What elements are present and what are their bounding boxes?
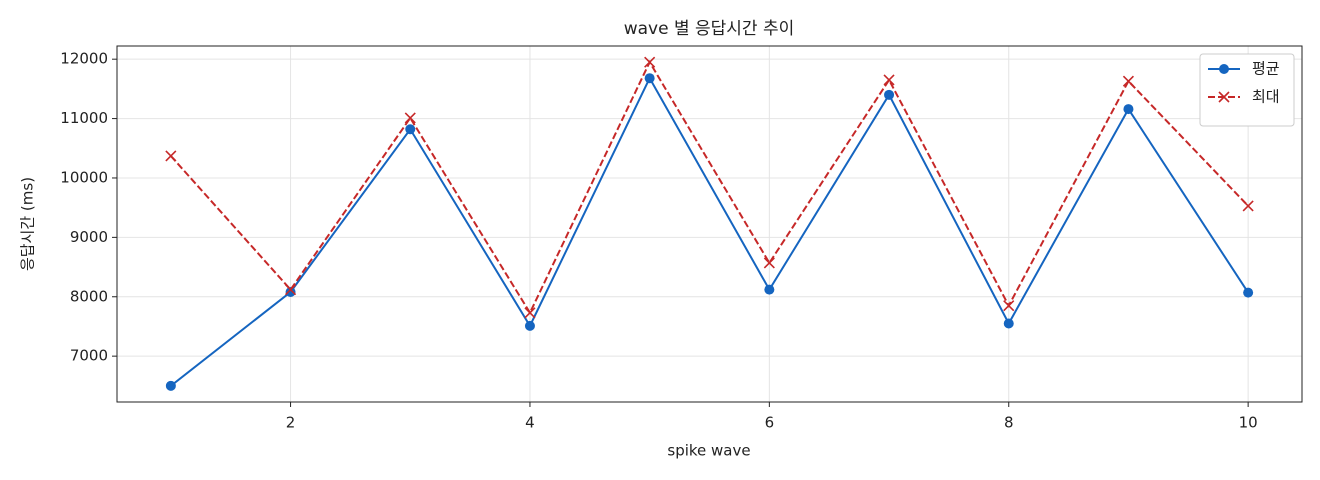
plot-frame	[116, 45, 1303, 403]
data-point	[1122, 75, 1135, 87]
x-tick-label: 6	[765, 414, 775, 432]
data-point	[284, 284, 297, 296]
legend-marker	[1219, 64, 1229, 74]
data-point	[1003, 300, 1015, 312]
legend-marker	[1218, 91, 1230, 103]
y-tick-label: 8000	[70, 287, 108, 305]
data-point	[524, 307, 536, 319]
data-point	[884, 89, 895, 100]
x-tick-label: 4	[525, 414, 535, 432]
data-point	[764, 284, 775, 295]
series-line	[170, 76, 1249, 387]
legend-box	[1199, 53, 1295, 127]
y-tick-label: 12000	[60, 50, 108, 68]
data-point	[644, 73, 655, 84]
data-point	[1003, 318, 1014, 329]
legend-label: 최대	[1252, 88, 1280, 106]
series-line	[170, 60, 1249, 315]
x-tick-label: 2	[286, 414, 296, 432]
y-tick-label: 10000	[60, 168, 108, 186]
data-point	[1243, 287, 1254, 298]
data-point	[165, 150, 177, 162]
y-axis-label: 응답시간 (ms)	[19, 177, 37, 271]
data-point	[405, 124, 416, 135]
data-point	[524, 320, 535, 331]
legend-label: 평균	[1252, 60, 1280, 78]
x-axis-label: spike wave	[667, 442, 750, 460]
x-tick-label: 8	[1004, 414, 1014, 432]
data-point	[1123, 104, 1134, 115]
data-point	[644, 56, 656, 68]
data-point	[404, 112, 416, 124]
data-point	[1242, 200, 1254, 212]
data-point	[285, 287, 296, 298]
y-tick-label: 11000	[60, 109, 108, 127]
chart-title: wave 별 응답시간 추이	[624, 19, 795, 39]
y-tick-label: 7000	[70, 347, 108, 365]
y-tick-label: 9000	[70, 228, 108, 246]
x-tick-label: 10	[1239, 414, 1258, 432]
data-point	[883, 74, 895, 86]
data-point	[165, 380, 176, 391]
data-point	[763, 257, 775, 269]
